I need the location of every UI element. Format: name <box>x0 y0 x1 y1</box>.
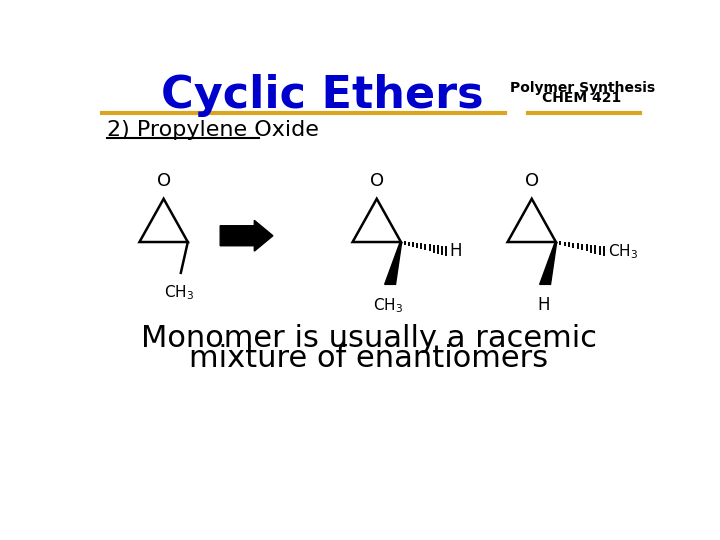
Text: CH$_3$: CH$_3$ <box>374 296 404 315</box>
Text: H: H <box>537 296 550 314</box>
Polygon shape <box>384 242 402 285</box>
Text: CH$_3$: CH$_3$ <box>608 242 638 261</box>
Text: CH$_3$: CH$_3$ <box>164 284 194 302</box>
Text: mixture of enantiomers: mixture of enantiomers <box>189 345 549 374</box>
Text: Cyclic Ethers: Cyclic Ethers <box>161 74 484 117</box>
Text: Polymer Synthesis: Polymer Synthesis <box>510 81 654 95</box>
Text: O: O <box>369 172 384 190</box>
Text: H: H <box>450 242 462 260</box>
Text: O: O <box>156 172 171 190</box>
FancyArrow shape <box>220 220 273 251</box>
Polygon shape <box>540 242 557 285</box>
Text: Monomer is usually a racemic: Monomer is usually a racemic <box>141 323 597 353</box>
Text: 2) Propylene Oxide: 2) Propylene Oxide <box>107 120 319 140</box>
Text: O: O <box>525 172 539 190</box>
Text: CHEM 421: CHEM 421 <box>542 91 622 105</box>
